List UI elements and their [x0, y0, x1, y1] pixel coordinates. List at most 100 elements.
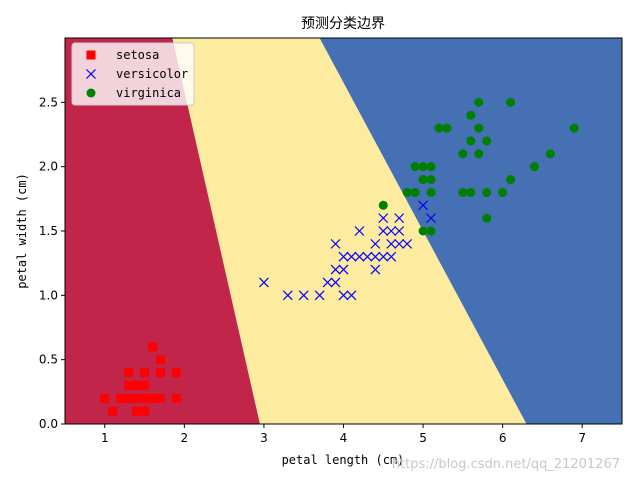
point-versicolor-stroke-b: [338, 290, 349, 301]
decision-regions: [65, 38, 622, 424]
point-setosa: [124, 380, 134, 390]
point-versicolor: [370, 238, 381, 249]
point-setosa: [140, 368, 150, 378]
legend-label-setosa: setosa: [116, 48, 159, 62]
point-virginica: [418, 162, 428, 172]
point-versicolor-stroke-b: [402, 238, 413, 249]
point-versicolor: [394, 238, 405, 249]
point-versicolor-stroke-b: [418, 200, 428, 211]
point-setosa: [124, 393, 134, 403]
point-virginica: [418, 226, 428, 236]
point-versicolor: [362, 251, 373, 262]
point-versicolor-stroke-b: [386, 238, 397, 249]
point-virginica: [498, 187, 508, 197]
point-setosa: [116, 393, 126, 403]
point-setosa: [155, 355, 165, 365]
watermark: https://blog.csdn.net/qq_21201267: [392, 457, 620, 472]
point-setosa: [148, 393, 158, 403]
point-setosa: [140, 406, 150, 416]
point-versicolor: [386, 226, 397, 236]
point-virginica: [466, 187, 476, 197]
point-virginica: [426, 175, 436, 185]
y-tick-label: 1.5: [39, 224, 58, 238]
point-versicolor: [322, 277, 333, 288]
y-tick-label: 0.0: [39, 417, 58, 431]
point-virginica: [482, 136, 492, 146]
point-setosa: [132, 406, 142, 416]
legend-box: [71, 42, 195, 106]
point-virginica: [410, 187, 420, 197]
point-virginica: [545, 149, 555, 159]
point-versicolor: [338, 251, 349, 262]
point-versicolor-stroke-b: [338, 264, 349, 275]
point-versicolor: [370, 251, 381, 262]
point-virginica: [474, 123, 484, 133]
x-tick-label: 6: [499, 431, 507, 445]
y-tick-label: 1.0: [39, 288, 58, 302]
point-virginica: [410, 162, 420, 172]
point-versicolor-stroke-b: [370, 251, 381, 262]
point-versicolor: [386, 238, 397, 249]
point-versicolor: [338, 290, 349, 301]
point-setosa: [140, 393, 150, 403]
point-virginica: [442, 123, 452, 133]
point-versicolor-stroke-b: [330, 238, 341, 249]
region-virginica: [319, 38, 622, 424]
point-versicolor: [282, 290, 293, 301]
point-virginica: [466, 110, 476, 120]
point-virginica: [378, 200, 388, 210]
point-virginica: [474, 97, 484, 107]
point-versicolor-stroke-b: [378, 251, 389, 262]
point-versicolor-stroke-b: [378, 226, 389, 236]
point-versicolor: [394, 226, 405, 236]
x-tick-label: 3: [260, 431, 268, 445]
point-virginica: [482, 213, 492, 223]
data-points: [100, 97, 579, 416]
point-versicolor-stroke-b: [370, 238, 381, 249]
point-virginica: [466, 136, 476, 146]
y-axis-label: petal width (cm): [15, 173, 29, 289]
point-versicolor: [426, 213, 436, 224]
point-virginica: [434, 123, 444, 133]
point-versicolor: [378, 226, 389, 236]
point-virginica: [426, 162, 436, 172]
point-versicolor-stroke-b: [370, 264, 381, 275]
point-versicolor: [354, 226, 365, 236]
chart-title: 预测分类边界: [301, 16, 385, 32]
x-tick-label: 4: [340, 431, 348, 445]
point-versicolor-stroke-b: [338, 251, 349, 262]
region-versicolor: [172, 38, 527, 424]
point-virginica: [569, 123, 579, 133]
point-virginica: [418, 175, 428, 185]
point-setosa: [140, 380, 150, 390]
legend-label-virginica: virginica: [116, 86, 181, 100]
point-virginica: [426, 187, 436, 197]
point-versicolor: [418, 200, 428, 211]
point-versicolor: [330, 277, 341, 288]
point-versicolor-stroke-b: [322, 277, 333, 288]
point-versicolor: [346, 251, 357, 262]
legend-marker-versicolor-stroke-b: [86, 69, 96, 79]
x-axis-label: petal length (cm): [282, 453, 405, 467]
point-versicolor-stroke-b: [378, 213, 389, 224]
point-setosa: [108, 406, 118, 416]
point-versicolor: [338, 264, 349, 275]
y-tick-label: 2.0: [39, 160, 58, 174]
point-versicolor: [402, 238, 413, 249]
point-versicolor: [314, 290, 325, 301]
point-versicolor-stroke-b: [362, 251, 373, 262]
point-virginica: [458, 187, 468, 197]
point-versicolor: [330, 238, 341, 249]
point-versicolor: [370, 264, 381, 275]
legend-label-versicolor: versicolor: [116, 67, 188, 81]
point-versicolor: [259, 277, 269, 288]
point-virginica: [506, 97, 516, 107]
x-tick-label: 2: [181, 431, 189, 445]
point-versicolor: [346, 290, 357, 301]
legend-marker-virginica: [86, 88, 96, 98]
point-virginica: [529, 162, 539, 172]
x-tick-label: 5: [419, 431, 427, 445]
point-setosa: [100, 393, 110, 403]
point-virginica: [402, 187, 412, 197]
